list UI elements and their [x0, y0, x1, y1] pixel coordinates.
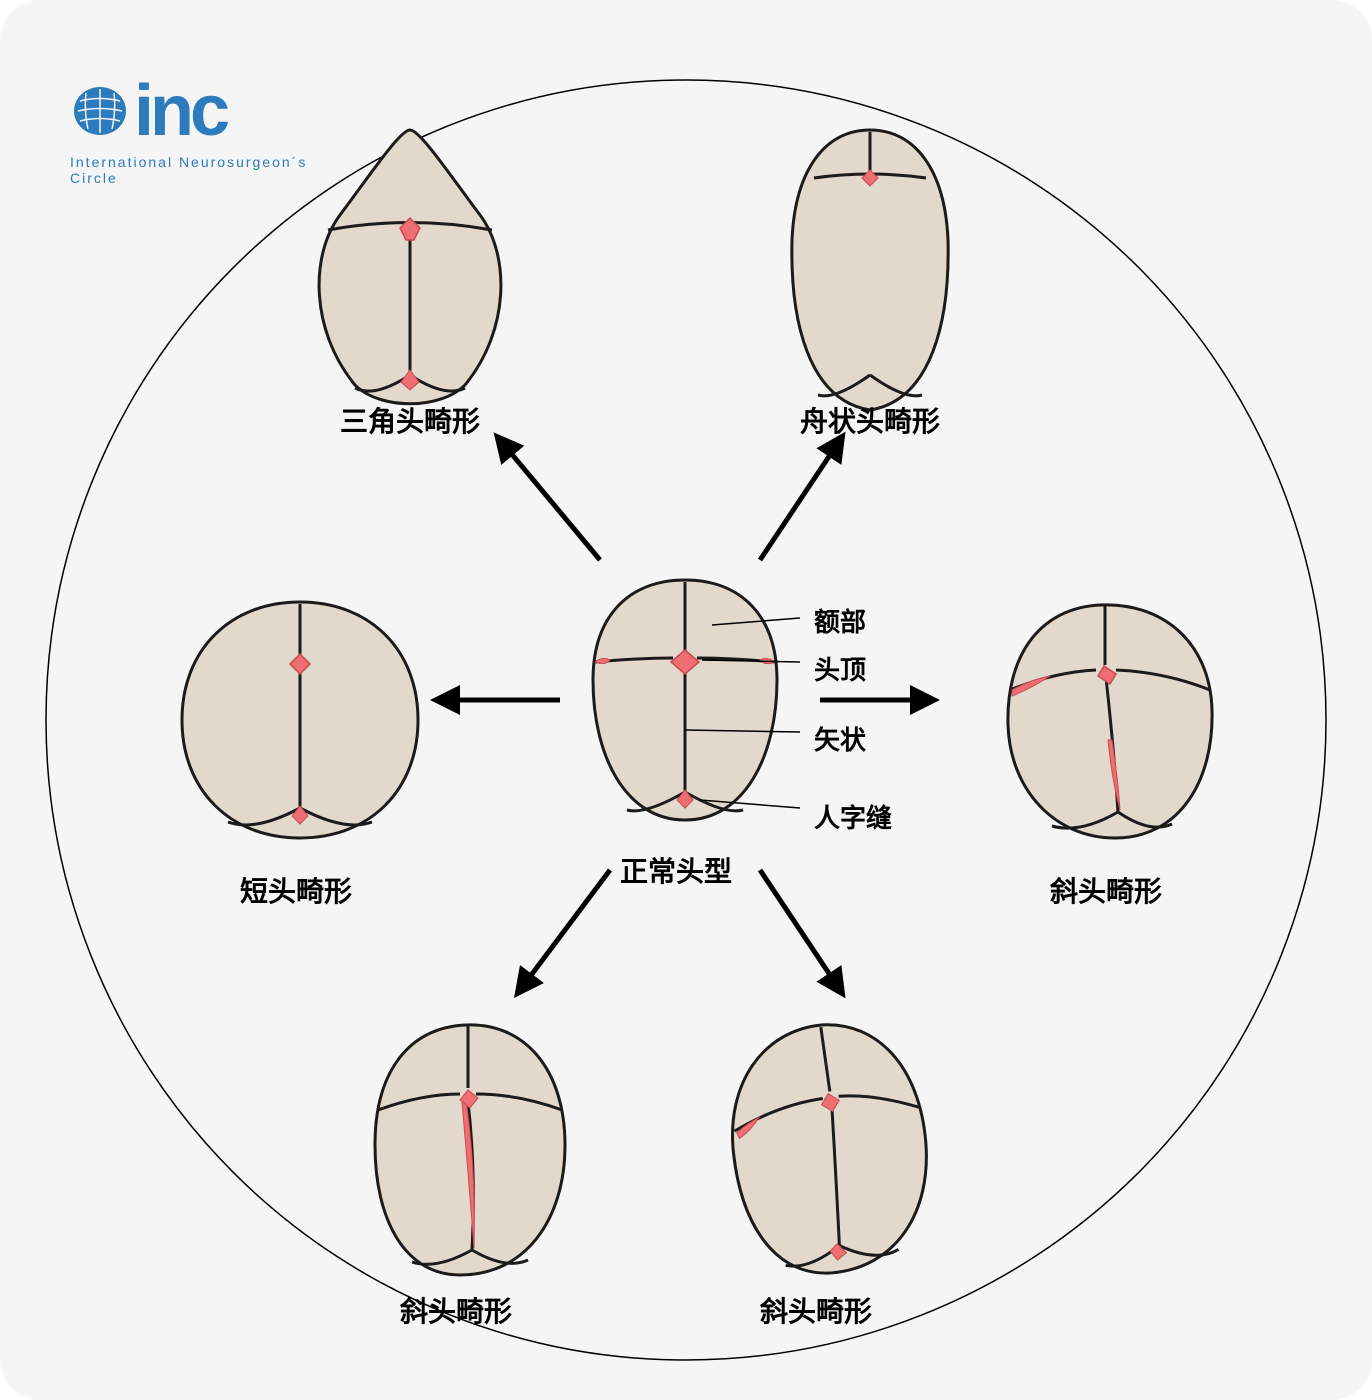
skull-scaphocephaly: [792, 130, 948, 410]
label-center: 正常头型: [620, 850, 732, 890]
page-root: inc International Neurosurgeon´s Circle: [0, 0, 1372, 1400]
skull-trigonocephaly: [319, 130, 501, 404]
label-plagiocephaly-r: 斜头畸形: [1050, 870, 1162, 910]
anno-vertex: 头顶: [814, 650, 866, 687]
label-trigonocephaly: 三角头畸形: [340, 400, 480, 440]
label-plagiocephaly-br: 斜头畸形: [760, 1290, 872, 1330]
diagram-canvas: [0, 0, 1372, 1400]
skull-plagiocephaly-br: [717, 1013, 942, 1285]
label-plagiocephaly-bl: 斜头畸形: [400, 1290, 512, 1330]
skull-plagiocephaly-bl: [375, 1025, 565, 1275]
skull-normal: [593, 580, 777, 820]
skull-brachycephaly: [182, 602, 418, 838]
skull-plagiocephaly-right: [1008, 605, 1212, 838]
label-brachycephaly: 短头畸形: [240, 870, 352, 910]
anno-frontal: 额部: [814, 602, 866, 639]
anno-lambdoid: 人字缝: [814, 798, 892, 835]
label-scaphocephaly: 舟状头畸形: [800, 400, 940, 440]
anno-sagittal: 矢状: [814, 720, 866, 757]
